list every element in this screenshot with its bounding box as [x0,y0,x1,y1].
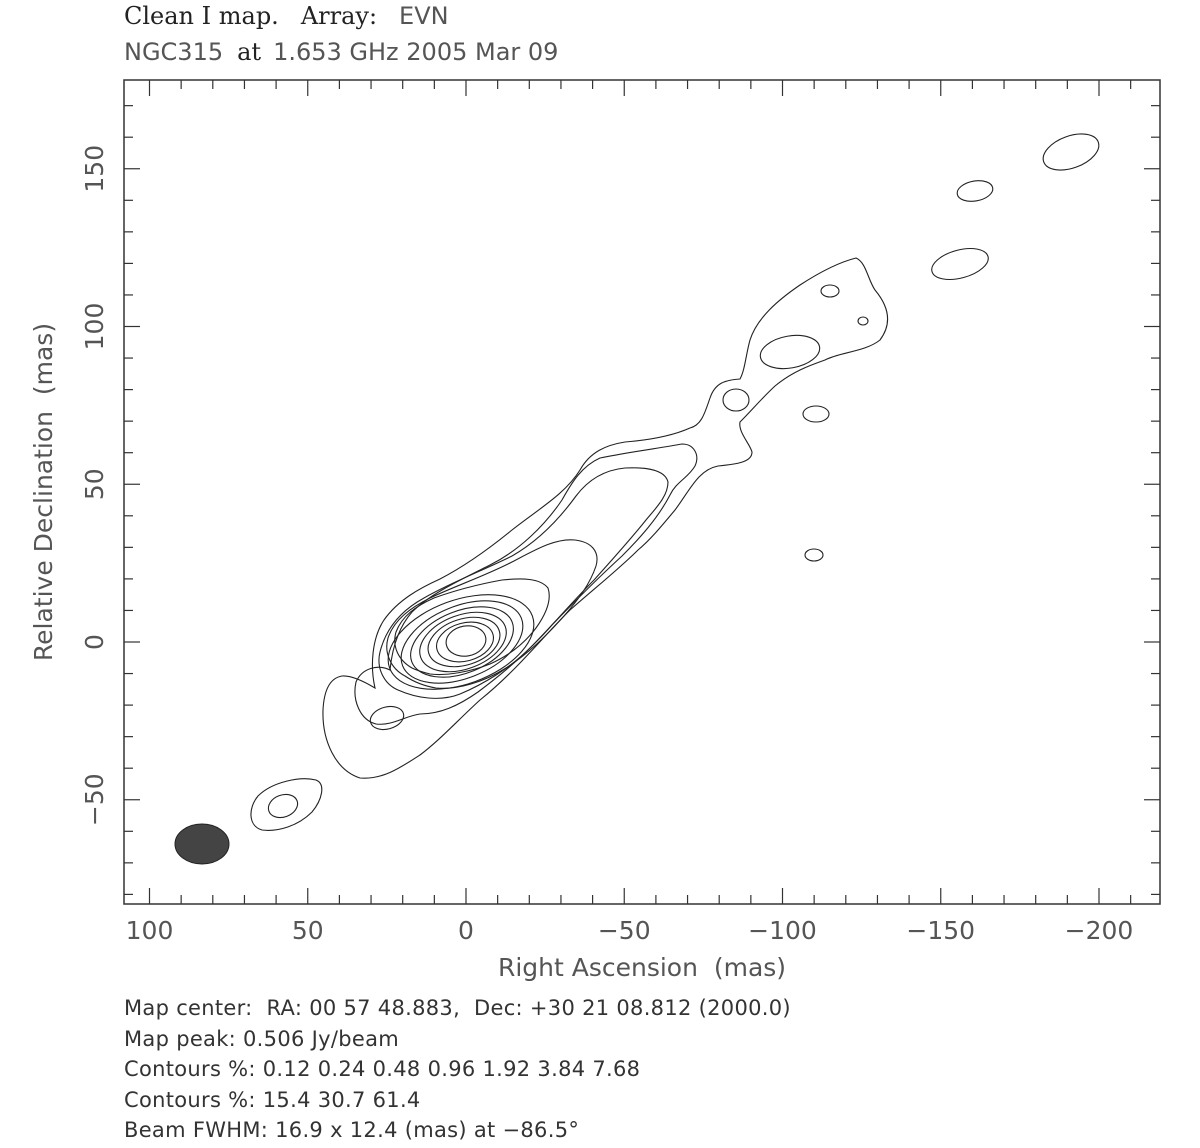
y-tick-label: 50 [80,468,109,500]
x-tick-label: −100 [748,916,817,945]
contour-lines [250,133,1100,831]
contour-map: Clean I map. Array: EVN NGC315 at 1.653 GHz … [29,2,1161,982]
map-info: Map center: RA: 00 57 48.883, Dec: +30 2… [124,993,791,1146]
map-subtitle: NGC315 at 1.653 GHz 2005 Mar 09 [124,38,558,66]
axis-ticks [124,80,1160,904]
plot-frame [123,79,1161,905]
beam-ellipse [174,823,230,865]
beam-text: Beam FWHM: 16.9 x 12.4 (mas) at −86.5° [124,1118,580,1142]
map-center-text: Map center: RA: 00 57 48.883, Dec: +30 2… [124,996,791,1020]
x-tick-label: 0 [458,916,474,945]
x-tick-label: −200 [1065,916,1134,945]
x-tick-label: −50 [598,916,651,945]
contours-text-1: Contours %: 0.12 0.24 0.48 0.96 1.92 3.8… [124,1057,641,1081]
x-tick-label: 50 [292,916,324,945]
y-tick-label: 150 [80,145,109,193]
map-title: Clean I map. Array: EVN [124,2,449,30]
x-tick-label: −150 [906,916,975,945]
map-peak-text: Map peak: 0.506 Jy/beam [124,1026,399,1051]
x-axis-label: Right Ascension (mas) [498,953,786,982]
y-axis-label: Relative Declination (mas) [29,323,58,661]
x-tick-label: 100 [126,916,174,945]
contours-text-2: Contours %: 15.4 30.7 61.4 [124,1087,421,1112]
y-tick-label: 0 [80,634,109,650]
y-tick-labels: −50 0 50 100 150 [80,145,109,826]
x-tick-labels: 100 50 0 −50 −100 −150 −200 [126,916,1134,945]
y-tick-label: −50 [80,773,109,826]
contour-outer [322,257,889,779]
y-tick-label: 100 [80,303,109,351]
